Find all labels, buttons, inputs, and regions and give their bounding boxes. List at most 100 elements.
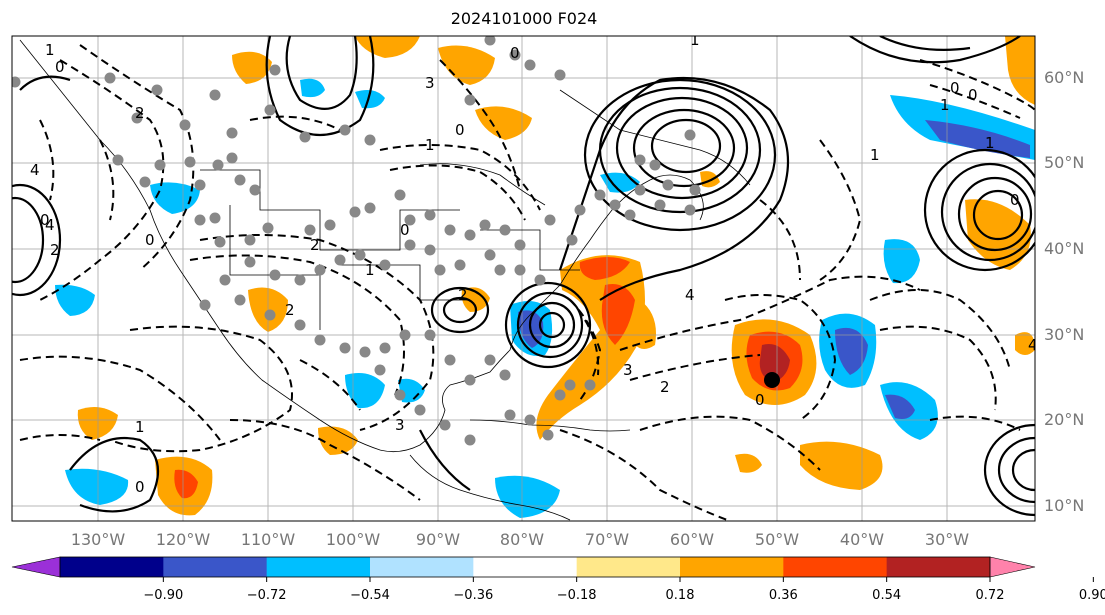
observation-dot [684, 129, 696, 141]
observation-dot [194, 179, 206, 191]
observation-dot [269, 269, 281, 281]
map-title: 2024101000 F024 [450, 9, 598, 28]
observation-dot [464, 374, 476, 386]
colorbar-segment [783, 557, 888, 577]
observation-dot [484, 249, 496, 261]
observation-dot [131, 112, 143, 124]
observation-dot [349, 206, 361, 218]
lon-label: 110°W [240, 530, 296, 549]
colorbar-tick-label: −0.72 [246, 588, 287, 603]
shade-orange-region [438, 45, 495, 85]
colorbar [11, 556, 1094, 582]
shade-orange-region [632, 300, 656, 349]
observation-dot [234, 174, 246, 186]
colorbar-tick-label: −0.90 [143, 588, 184, 603]
observation-dot [314, 334, 326, 346]
observation-dot [424, 244, 436, 256]
observation-dot [374, 364, 386, 376]
lat-label: 20°N [1044, 410, 1085, 429]
shade-blue-region [495, 475, 560, 518]
contour-label: 1 [45, 41, 55, 59]
observation-dot [104, 72, 116, 84]
observation-dot [212, 159, 224, 171]
observation-dot [564, 379, 576, 391]
observation-dot [226, 152, 238, 164]
observation-dot [184, 156, 196, 168]
observation-dot [594, 189, 606, 201]
contour-label: 0 [40, 211, 50, 229]
observation-dot [364, 202, 376, 214]
observation-dot [154, 159, 166, 171]
shade-blue-region [885, 394, 915, 419]
observation-dot [444, 354, 456, 366]
contour-label: 4 [685, 286, 695, 304]
contour-label: 2 [310, 236, 320, 254]
contour-label: 0 [145, 231, 155, 249]
contour-label: 0 [968, 86, 978, 104]
contour-label: 3 [425, 74, 435, 92]
observation-dot [514, 264, 526, 276]
observation-dot [244, 256, 256, 268]
observation-dot [414, 404, 426, 416]
observation-dot [444, 224, 456, 236]
colorbar-segment [473, 557, 578, 577]
lon-label: 70°W [584, 530, 630, 549]
colorbar-arrow-left [11, 556, 61, 578]
observation-dot [394, 389, 406, 401]
contour-label: 2 [285, 301, 295, 319]
observation-dot [394, 189, 406, 201]
contour-label: 0 [455, 121, 465, 139]
observation-dot [424, 329, 436, 341]
observation-dot [464, 94, 476, 106]
contour-label: 0 [1010, 191, 1020, 209]
observation-dot [479, 219, 491, 231]
observation-dot [209, 89, 221, 101]
contour-label: 3 [623, 361, 633, 379]
observation-dot [404, 239, 416, 251]
colorbar-segment [680, 557, 784, 577]
observation-dot [624, 209, 636, 221]
observation-dot [399, 329, 411, 341]
lat-label: 40°N [1044, 239, 1085, 258]
shade-orange-region [735, 453, 762, 473]
contour-label: 4 [1028, 336, 1038, 354]
shade-orange-region [232, 51, 272, 84]
observation-dot [364, 134, 376, 146]
observation-dot [379, 342, 391, 354]
observation-dot [264, 104, 276, 116]
observation-dot [244, 234, 256, 246]
observation-dot [689, 184, 701, 196]
observation-dot [234, 294, 246, 306]
observation-dot [199, 299, 211, 311]
observation-dot [434, 264, 446, 276]
observation-dot [294, 274, 306, 286]
observation-dot [554, 69, 566, 81]
observation-dot [226, 127, 238, 139]
contour-label: 2 [50, 241, 60, 259]
shade-blue-region [300, 78, 325, 98]
contour-label: 1 [870, 146, 880, 164]
observation-dot [294, 319, 306, 331]
contour-label: 0 [950, 79, 960, 97]
shade-red-region [601, 284, 635, 345]
lat-label: 30°N [1044, 325, 1085, 344]
observation-dot [509, 49, 521, 61]
lon-label: 30°W [924, 530, 970, 549]
contour-label: 2 [660, 378, 670, 396]
colorbar-tick-label: −0.54 [350, 588, 390, 603]
shade-blue-region [65, 468, 129, 505]
colorbar-tick-label: 0.54 [872, 588, 902, 603]
colorbar-outline [59, 556, 991, 578]
lon-label: 60°W [669, 530, 715, 549]
observation-dot [634, 184, 646, 196]
lat-label: 10°N [1044, 496, 1085, 515]
lat-label: 60°N [1044, 68, 1085, 87]
observation-dot [542, 429, 554, 441]
shade-red-region [174, 469, 198, 499]
solid-contours [12, 36, 1035, 517]
shade-red-region [579, 257, 630, 280]
observation-dot [484, 36, 496, 46]
lon-label: 100°W [325, 530, 381, 549]
shade-blue-region [925, 120, 1030, 158]
